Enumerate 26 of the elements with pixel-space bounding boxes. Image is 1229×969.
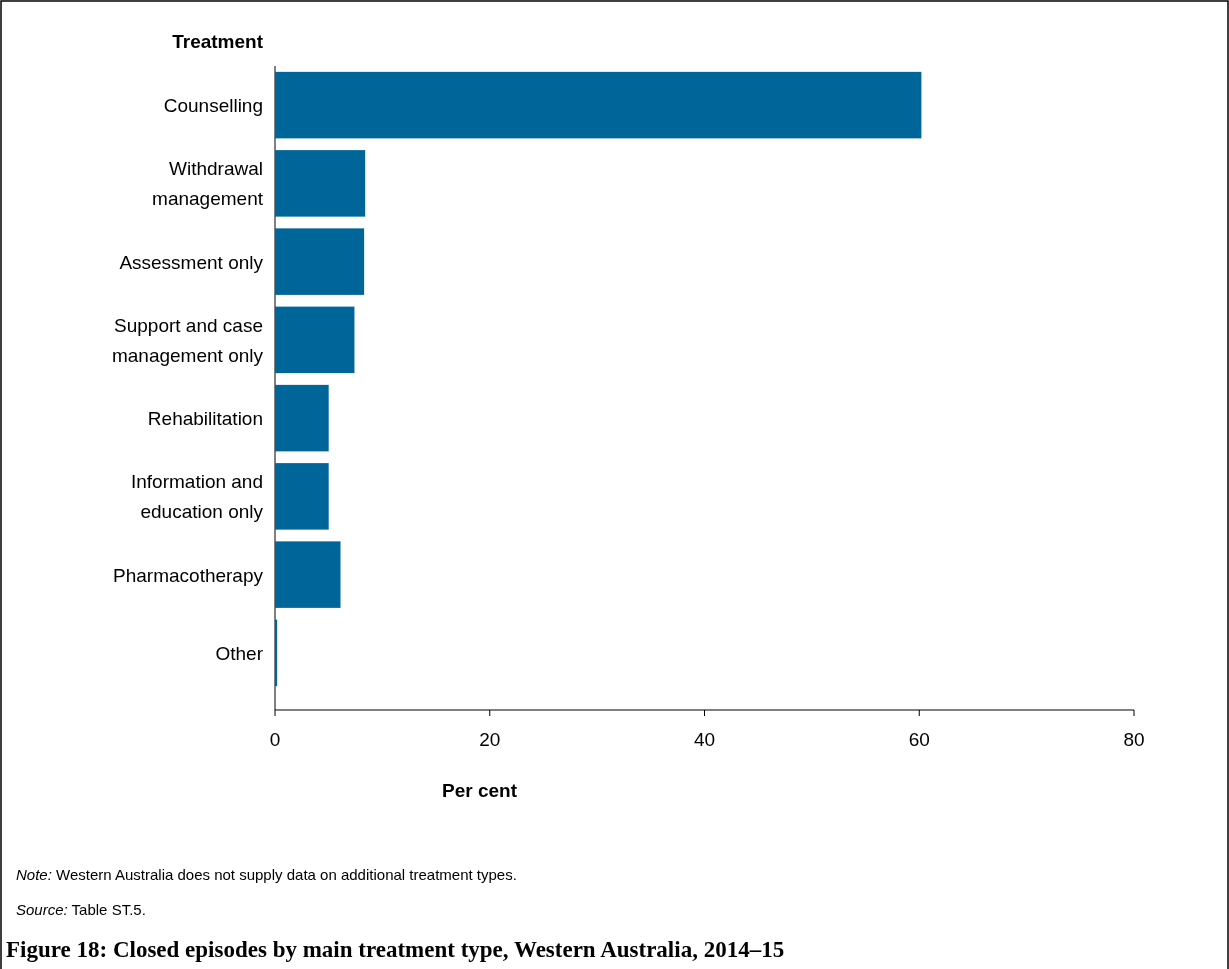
- y-tick-label: Counselling: [163, 95, 263, 117]
- bar: [275, 150, 366, 217]
- y-tick-label: Pharmacotherapy: [113, 564, 264, 586]
- x-axis-title: Per cent: [442, 780, 518, 801]
- text: Note: Western Australia does not supply data on additional treatment types.: [16, 866, 517, 883]
- bar: [275, 384, 329, 452]
- y-tick-label: Other: [215, 642, 264, 664]
- bar: [275, 228, 365, 295]
- bar: [275, 306, 355, 374]
- x-tick-label: 20: [479, 729, 501, 750]
- y-tick-label: Information and education only: [130, 471, 264, 523]
- bar: [275, 619, 278, 687]
- x-tick-label: 80: [1123, 729, 1145, 750]
- text: Figure 18: Closed episodes by main treatment type, Western Australia, 2014–15: [6, 937, 785, 962]
- y-tick-label: Assessment only: [119, 251, 264, 273]
- bar: [275, 71, 922, 139]
- x-tick-label: 60: [908, 729, 930, 750]
- bar: [275, 541, 341, 608]
- source-note: Source: Table ST.5.: [16, 901, 146, 918]
- y-tick-label: Support and case management only: [111, 314, 264, 366]
- x-tick-label: 0: [269, 729, 281, 750]
- y-tick-label: Withdrawal management: [152, 158, 264, 210]
- bar: [275, 463, 329, 530]
- x-tick-label: 40: [693, 729, 716, 750]
- y-tick-label: Rehabilitation: [147, 408, 263, 430]
- y-axis-title: Treatment: [172, 31, 264, 52]
